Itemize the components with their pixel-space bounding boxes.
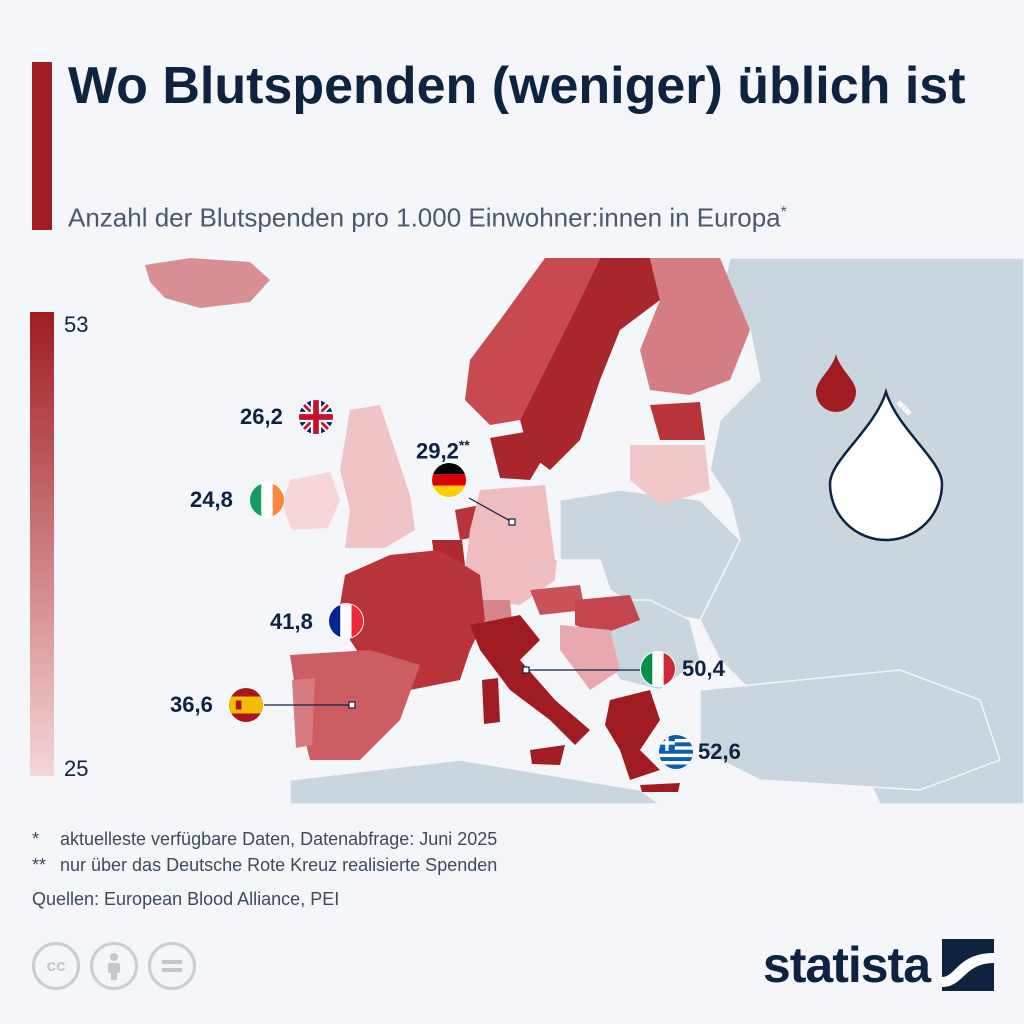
footnote-2-mark: **	[32, 855, 47, 875]
statista-brand: statista	[763, 936, 994, 994]
uk-value-label: 26,2	[240, 404, 283, 429]
subtitle-footnote-mark: *	[780, 204, 787, 221]
france-flag	[328, 603, 364, 639]
finland-shape	[640, 258, 750, 395]
portugal-shape	[292, 678, 315, 748]
blood-drop-icon	[816, 354, 856, 412]
nd-icon	[148, 942, 196, 990]
greece-value-label: 52,6	[698, 739, 741, 764]
estonia-shape	[650, 402, 705, 440]
footnotes: * aktuelleste verfügbare Daten, Datenabfr…	[32, 826, 497, 912]
legend-min-label: 25	[64, 756, 88, 781]
hungary-shape	[575, 595, 640, 635]
uk-flag	[298, 399, 334, 435]
germany-leader-line	[468, 497, 513, 523]
north-africa	[289, 759, 662, 804]
greece-flag	[658, 734, 694, 770]
brand-wordmark: statista	[762, 937, 931, 993]
germany-footnote-mark: **	[458, 437, 470, 453]
denmark-shape	[490, 432, 545, 480]
austria-shape	[530, 585, 585, 615]
source-line: Quellen: European Blood Alliance, PEI	[32, 889, 340, 909]
spain-anchor	[348, 701, 356, 709]
ireland-value-label: 24,8	[190, 487, 233, 512]
germany-value: 29,2	[416, 438, 459, 464]
footnote-1-text: aktuelleste verfügbare Daten, Datenabfra…	[60, 829, 498, 849]
italy-value-label: 50,4	[682, 656, 725, 681]
callout-anchors	[348, 518, 530, 709]
statista-logo-icon	[942, 939, 994, 991]
footnote-1-mark: *	[32, 829, 40, 849]
iceland-shape	[145, 258, 270, 308]
italy-flag	[640, 651, 676, 687]
ireland-shape	[282, 472, 340, 530]
page-subtitle: Anzahl der Blutspenden pro 1.000 Einwohn…	[68, 196, 787, 235]
germany-value-label: 29,2**	[416, 432, 470, 464]
title-accent-bar	[32, 62, 52, 230]
italy-anchor	[522, 666, 530, 674]
spain-value-label: 36,6	[170, 692, 213, 717]
europe-map: 53 25	[30, 258, 1024, 804]
latvia-lithuania-shape	[630, 445, 710, 505]
sardinia-shape	[482, 678, 500, 724]
sicily-shape	[530, 745, 565, 765]
legend-scale: 53 25	[30, 312, 88, 781]
germany-flag	[431, 462, 467, 498]
croatia-balkans-shape	[560, 625, 620, 690]
footnote-1: * aktuelleste verfügbare Daten, Datenabfr…	[32, 826, 497, 852]
ireland-flag	[249, 482, 285, 518]
license-icons: cc	[32, 942, 196, 990]
france-value-label: 41,8	[270, 609, 313, 634]
legend-gradient-bar	[30, 312, 54, 776]
page-title: Wo Blutspenden (weniger) üblich ist	[68, 57, 966, 115]
uk-shape	[340, 405, 415, 548]
cc-icon: cc	[32, 942, 80, 990]
sweden-shape	[520, 258, 660, 470]
legend-max-label: 53	[64, 312, 88, 337]
norway-shape	[465, 258, 600, 425]
germany-shape	[465, 485, 560, 605]
footnote-2-text: nur über das Deutsche Rote Kreuz realisi…	[60, 855, 498, 875]
germany-anchor	[508, 518, 516, 526]
subtitle-text: Anzahl der Blutspenden pro 1.000 Einwohn…	[68, 202, 781, 233]
greece-shape	[605, 690, 660, 780]
italy-shape	[470, 615, 590, 745]
turkey-region	[699, 669, 1001, 791]
by-icon	[90, 942, 138, 990]
callout-leaders	[262, 497, 640, 706]
blood-drop-outline-icon	[828, 387, 944, 542]
spain-flag	[228, 687, 264, 723]
crete-shape	[640, 783, 680, 792]
poland-czech-shape	[545, 485, 560, 560]
footnote-2: ** nur über das Deutsche Rote Kreuz reali…	[32, 852, 497, 878]
